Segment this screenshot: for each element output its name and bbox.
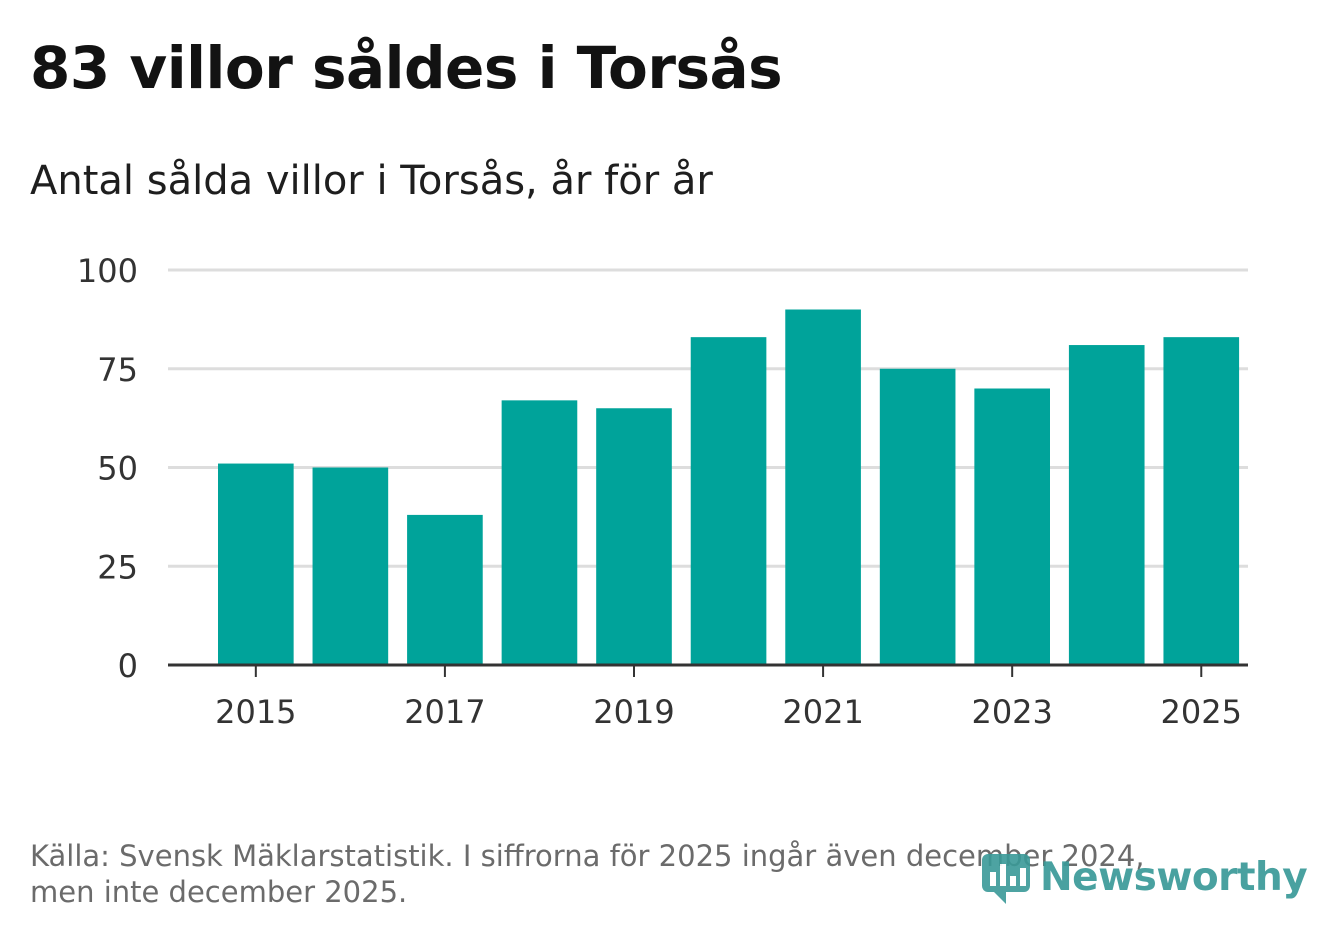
x-tick-label-2023: 2023 [971,693,1052,731]
bar-2021 [785,309,861,665]
x-tick-label-2015: 2015 [215,693,296,731]
bar-2017 [407,514,483,665]
y-tick-label-75: 75 [97,351,138,389]
y-tick-label-100: 100 [77,252,138,290]
bar-2015 [218,463,294,665]
source-line-1: Källa: Svensk Mäklarstatistik. I siffror… [30,839,1145,873]
x-tick-label-2017: 2017 [404,693,485,731]
axes: 0 25 50 75 100 2015 2017 2019 2021 2023 2025 [77,252,1248,731]
bar-2022 [879,368,956,665]
bar-2024 [1068,345,1145,665]
brand-name: Newsworthy [1040,854,1308,900]
brand-logo: Newsworthy [980,848,1308,906]
bar-2018 [501,400,578,665]
y-tick-label-0: 0 [118,647,138,685]
chart-subtitle: Antal sålda villor i Torsås, år för år [30,158,713,204]
y-tick-label-50: 50 [97,450,138,488]
source-line-2: men inte december 2025. [30,875,408,909]
bar-chart: 0 25 50 75 100 2015 2017 2019 2021 2023 2025 [77,252,1248,731]
bar-2019 [596,408,672,665]
bar-2025 [1163,337,1240,665]
chart-title: 83 villor såldes i Torsås [30,34,783,102]
bar-2016 [312,467,389,665]
bar-2023 [974,388,1050,665]
bar-2020 [690,337,767,665]
y-tick-label-25: 25 [97,548,138,586]
x-tick-label-2021: 2021 [782,693,863,731]
x-tick-label-2019: 2019 [593,693,674,731]
bars [218,309,1240,665]
x-tick-label-2025: 2025 [1161,693,1242,731]
newsworthy-logo-icon [982,854,1030,904]
source-note: Källa: Svensk Mäklarstatistik. I siffror… [30,838,1230,910]
